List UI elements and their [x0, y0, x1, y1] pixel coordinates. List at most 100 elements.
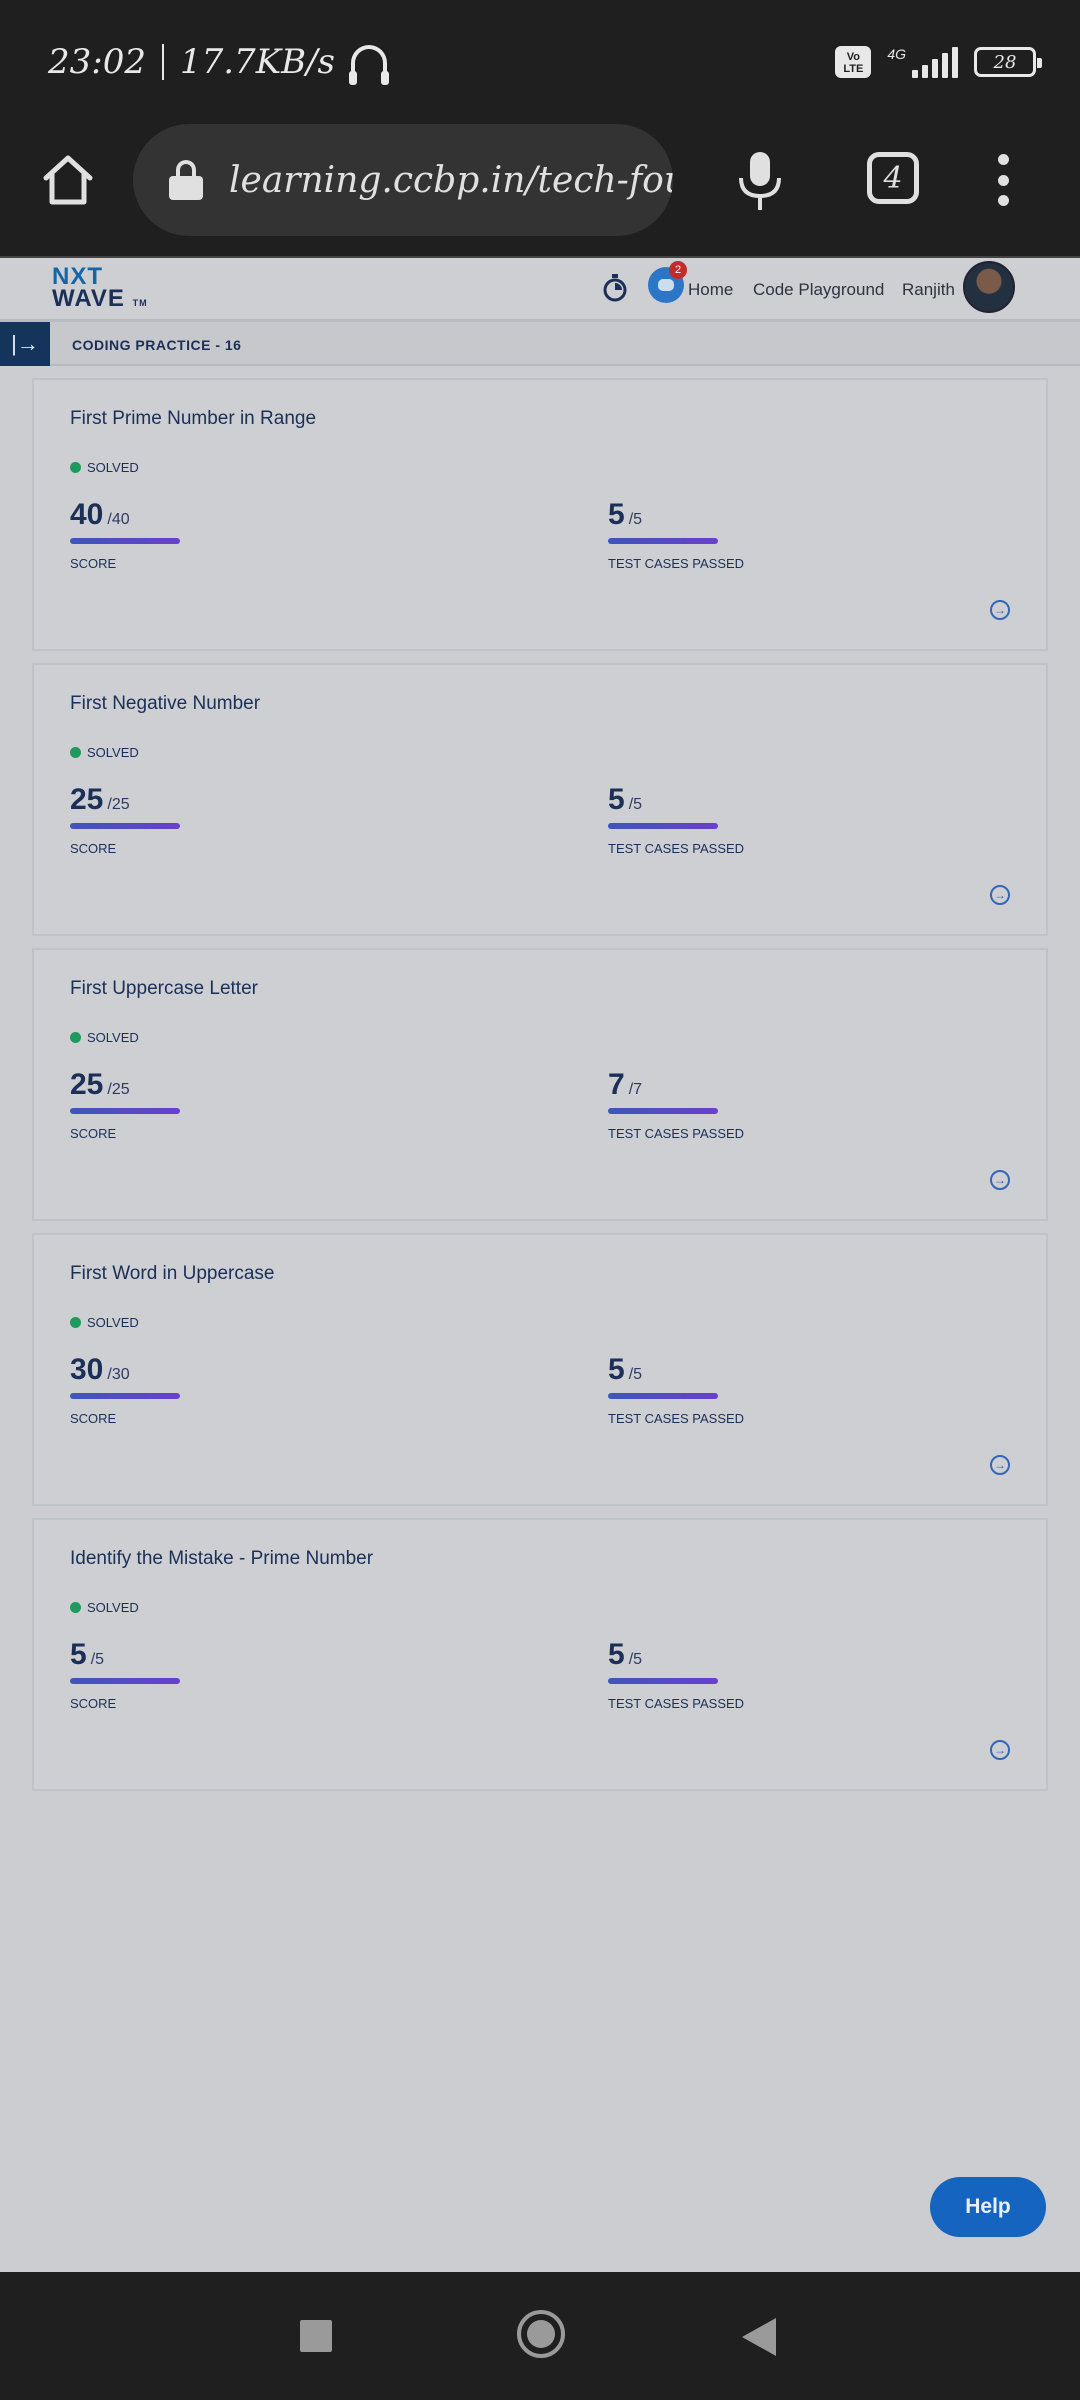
question-title: First Word in Uppercase [70, 1263, 275, 1284]
tests-label: TEST CASES PASSED [608, 556, 745, 571]
score-progress-bar [70, 1678, 180, 1684]
question-card[interactable]: First Prime Number in Range SOLVED 40/40… [32, 378, 1048, 651]
url-text: learning.ccbp.in/tech-founda [229, 159, 673, 201]
status-text: SOLVED [87, 460, 139, 475]
logo-line1: NXT [52, 263, 103, 290]
score-label: SCORE [70, 841, 117, 856]
recents-icon[interactable] [300, 2320, 332, 2352]
status-right: Vo LTE 4G 28 [835, 46, 1042, 78]
browser-toolbar: learning.ccbp.in/tech-founda 4 [0, 120, 1080, 258]
status-text: SOLVED [87, 1600, 139, 1615]
tests-progress-bar [608, 1393, 718, 1399]
score-value: 5 [70, 1638, 87, 1671]
question-list: First Prime Number in Range SOLVED 40/40… [32, 378, 1048, 1803]
score-metric: 25/25 SCORE [70, 783, 180, 856]
notification-badge: 2 [669, 261, 687, 279]
avatar[interactable] [963, 261, 1015, 313]
score-progress-bar [70, 1393, 180, 1399]
tests-metric: 7/7 TEST CASES PASSED [608, 1068, 744, 1141]
signal-icon [912, 46, 958, 78]
status-text: SOLVED [87, 1315, 139, 1330]
status-text: SOLVED [87, 1030, 139, 1045]
headset-icon [348, 45, 389, 85]
arrow-right-circle-icon[interactable]: → [990, 885, 1010, 905]
nav-home-link[interactable]: Home [688, 280, 734, 299]
tests-progress-bar [608, 1108, 718, 1114]
network-type: 4G [887, 46, 906, 62]
stopwatch-icon[interactable] [602, 273, 628, 303]
practice-title: CODING PRACTICE - 16 [72, 337, 242, 353]
question-title: First Negative Number [70, 693, 261, 714]
network-speed: 17.7KB/s [179, 42, 335, 82]
tab-count: 4 [883, 160, 903, 196]
home-nav-icon[interactable] [517, 2310, 565, 2358]
tests-value: 5 [608, 783, 625, 816]
status-badge: SOLVED [70, 745, 139, 760]
status-bar: 23:02 17.7KB/s Vo LTE 4G 28 [0, 0, 1080, 120]
address-bar[interactable]: learning.ccbp.in/tech-founda [133, 124, 673, 236]
score-label: SCORE [70, 1696, 117, 1711]
tests-metric: 5/5 TEST CASES PASSED [608, 1353, 744, 1426]
score-label: SCORE [70, 556, 117, 571]
logo-line2: WAVE [52, 285, 125, 312]
tests-value: 5 [608, 498, 625, 531]
lock-icon [169, 160, 203, 200]
question-card[interactable]: First Word in Uppercase SOLVED 30/30 SCO… [32, 1233, 1048, 1506]
tests-max: /5 [628, 1366, 643, 1383]
score-value: 40 [70, 498, 104, 531]
question-card[interactable]: First Negative Number SOLVED 25/25 SCORE… [32, 663, 1048, 936]
practice-subheader: |→ CODING PRACTICE - 16 [0, 322, 1080, 366]
status-badge: SOLVED [70, 460, 139, 475]
question-card[interactable]: First Uppercase Letter SOLVED 25/25 SCOR… [32, 948, 1048, 1221]
arrow-right-circle-icon[interactable]: → [990, 600, 1010, 620]
microphone-icon[interactable] [735, 150, 785, 212]
score-metric: 40/40 SCORE [70, 498, 180, 571]
overflow-menu-icon[interactable] [995, 154, 1011, 206]
tabs-button[interactable]: 4 [867, 152, 919, 204]
tests-progress-bar [608, 823, 718, 829]
score-progress-bar [70, 823, 180, 829]
score-max: /40 [107, 511, 130, 528]
question-title: First Prime Number in Range [70, 408, 317, 429]
solved-dot-icon [70, 462, 81, 473]
solved-dot-icon [70, 1032, 81, 1043]
chat-icon[interactable] [648, 267, 684, 303]
question-card[interactable]: Identify the Mistake - Prime Number SOLV… [32, 1518, 1048, 1791]
solved-dot-icon [70, 1602, 81, 1613]
tests-max: /5 [628, 796, 643, 813]
score-progress-bar [70, 538, 180, 544]
status-left: 23:02 17.7KB/s [48, 42, 389, 85]
home-icon[interactable] [40, 152, 96, 208]
logo-tm: TM [132, 298, 148, 308]
score-metric: 25/25 SCORE [70, 1068, 180, 1141]
user-name[interactable]: Ranjith [902, 280, 955, 299]
score-max: /25 [107, 796, 130, 813]
score-max: /30 [107, 1366, 130, 1383]
status-badge: SOLVED [70, 1600, 139, 1615]
help-button[interactable]: Help [930, 2177, 1046, 2237]
status-divider [161, 44, 164, 80]
tests-progress-bar [608, 538, 718, 544]
solved-dot-icon [70, 747, 81, 758]
nxtwave-logo[interactable]: NXT WAVE TM [52, 263, 148, 314]
score-value: 25 [70, 1068, 104, 1101]
question-title: First Uppercase Letter [70, 978, 258, 999]
tests-progress-bar [608, 1678, 718, 1684]
tests-label: TEST CASES PASSED [608, 1126, 745, 1141]
tests-metric: 5/5 TEST CASES PASSED [608, 1638, 744, 1711]
tests-max: /5 [628, 1651, 643, 1668]
clock: 23:02 [48, 42, 146, 82]
score-max: /25 [107, 1081, 130, 1098]
back-icon[interactable] [742, 2318, 776, 2356]
score-label: SCORE [70, 1126, 117, 1141]
volte-icon: Vo LTE [835, 46, 872, 78]
app-header: NXT WAVE TM 2 Home Code Playground Ranji… [0, 258, 1080, 322]
arrow-right-circle-icon[interactable]: → [990, 1740, 1010, 1760]
tests-value: 5 [608, 1638, 625, 1671]
nav-code-playground-link[interactable]: Code Playground [753, 280, 885, 299]
arrow-right-circle-icon[interactable]: → [990, 1455, 1010, 1475]
sidebar-toggle-icon[interactable]: |→ [0, 322, 50, 366]
status-badge: SOLVED [70, 1315, 139, 1330]
system-nav-bar [0, 2272, 1080, 2400]
arrow-right-circle-icon[interactable]: → [990, 1170, 1010, 1190]
